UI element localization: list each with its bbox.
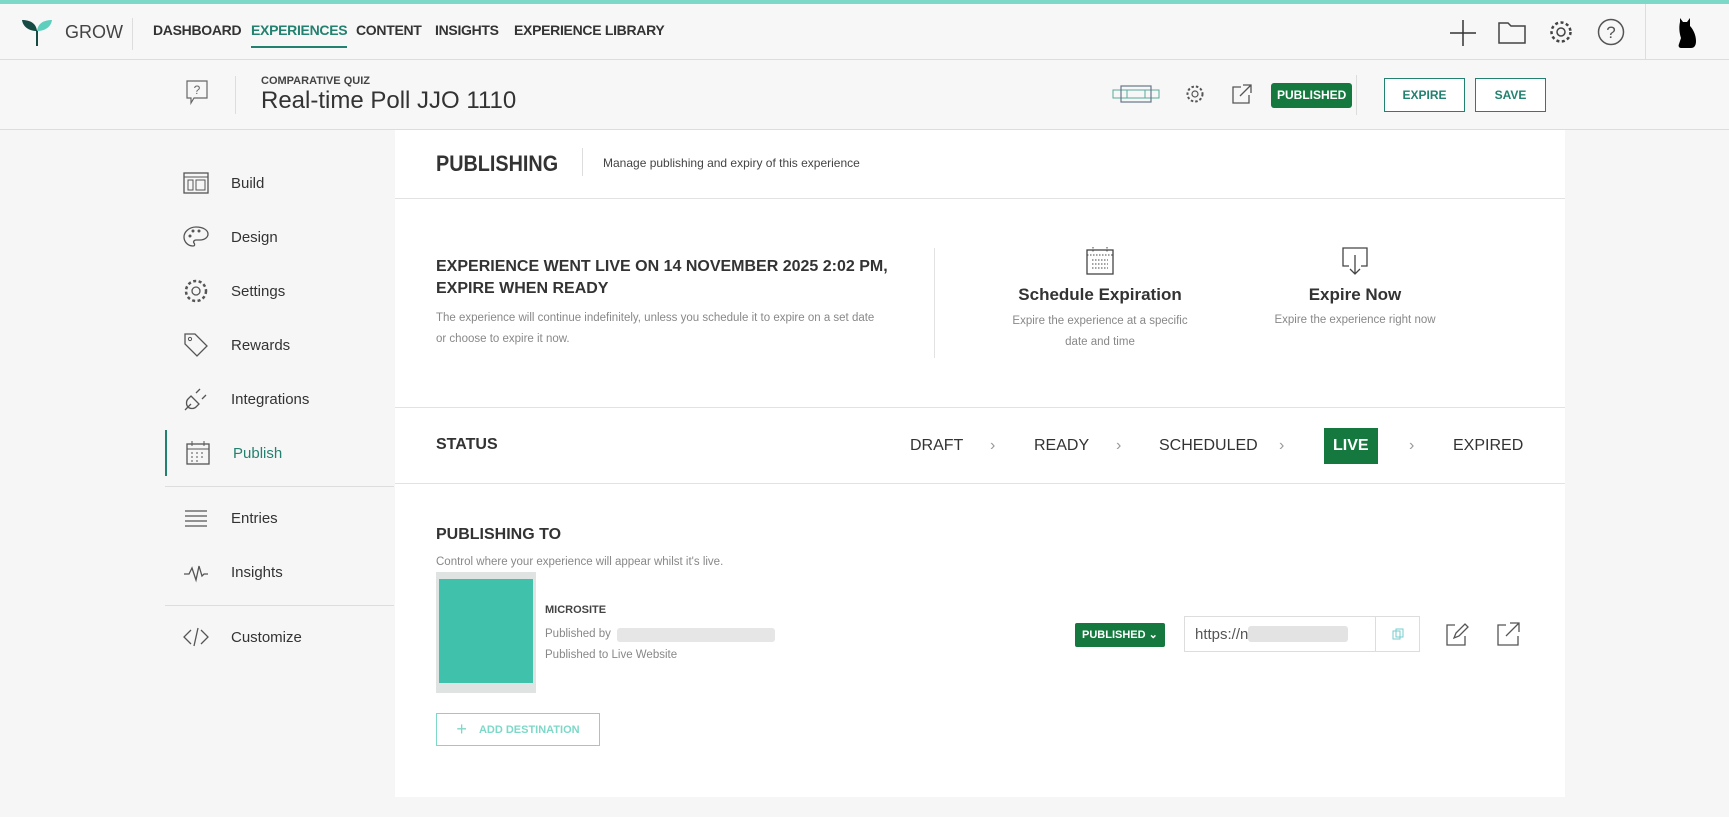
experience-header: ? COMPARATIVE QUIZ Real-time Poll JJO 11… [0, 60, 1729, 130]
sidebar-item-label: Settings [231, 282, 286, 300]
sidebar-item-customize[interactable]: Customize [165, 614, 394, 660]
edit-icon[interactable] [1445, 622, 1469, 646]
download-box-icon [1342, 247, 1368, 275]
sidebar-item-label: Rewards [231, 336, 291, 354]
expire-now-option[interactable]: Expire Now Expire the experience right n… [1240, 246, 1470, 326]
sidebar-item-label: Insights [231, 563, 283, 581]
copy-url-button[interactable] [1375, 617, 1419, 651]
destination-name: MICROSITE [545, 604, 607, 616]
chevron-right-icon: › [1279, 437, 1285, 454]
section-subtitle: Manage publishing and expiry of this exp… [603, 156, 860, 170]
calendar-icon [1086, 247, 1114, 275]
redacted-user [617, 628, 775, 642]
list-icon [185, 510, 207, 527]
status-step-ready: READY [1034, 437, 1090, 454]
status-step-live: LIVE [1324, 428, 1378, 464]
chevron-right-icon: › [990, 437, 996, 454]
quiz-icon: ? [186, 80, 208, 106]
divider [132, 18, 133, 50]
avatar[interactable] [1676, 16, 1698, 50]
schedule-expiration-option[interactable]: Schedule Expiration Expire the experienc… [985, 246, 1215, 353]
svg-text:?: ? [194, 83, 201, 97]
sidebar-item-label: Integrations [231, 390, 310, 408]
status-label: STATUS [436, 436, 498, 453]
expire-button[interactable]: EXPIRE [1384, 78, 1465, 112]
microsite-thumbnail [436, 572, 536, 693]
sidebar-item-integrations[interactable]: Integrations [165, 376, 394, 422]
experience-type: COMPARATIVE QUIZ [261, 75, 370, 87]
sidebar-item-label: Publish [233, 444, 283, 462]
open-external-icon[interactable] [1232, 84, 1252, 104]
nav-experience-library[interactable]: EXPERIENCE LIBRARY [514, 22, 665, 38]
sidebar-item-publish[interactable]: Publish [165, 430, 394, 476]
layout-icon [183, 172, 209, 194]
open-external-icon[interactable] [1496, 622, 1520, 646]
nav-experiences[interactable]: EXPERIENCES [251, 22, 348, 48]
copy-icon [1392, 628, 1403, 640]
plus-icon: + [456, 719, 467, 739]
nav-dashboard[interactable]: DASHBOARD [153, 22, 242, 38]
publishing-panel: PUBLISHING Manage publishing and expiry … [395, 130, 1565, 797]
palette-icon [183, 226, 209, 247]
nav-content[interactable]: CONTENT [356, 22, 422, 38]
sidebar-item-build[interactable]: Build [165, 160, 394, 206]
gear-icon [184, 279, 208, 303]
published-by: Published by [545, 628, 611, 640]
chevron-right-icon: › [1116, 437, 1122, 454]
status-step-expired: EXPIRED [1453, 437, 1524, 454]
sidebar-item-label: Design [231, 228, 278, 246]
url-field[interactable]: https://n [1184, 616, 1420, 652]
live-heading: EXPERIENCE WENT LIVE ON 14 NOVEMBER 2025… [436, 258, 888, 297]
settings-icon[interactable] [1185, 84, 1205, 104]
sidebar-item-label: Entries [231, 509, 278, 527]
sidebar-item-label: Build [231, 174, 265, 192]
pulse-icon [184, 565, 208, 583]
publishing-to-desc: Control where your experience will appea… [436, 556, 724, 568]
chevron-right-icon: › [1409, 437, 1415, 454]
svg-text:?: ? [1606, 23, 1615, 42]
help-icon[interactable]: ? [1597, 18, 1625, 46]
grow-logo-icon [22, 20, 52, 46]
sidebar-item-rewards[interactable]: Rewards [165, 322, 394, 368]
calendar-icon [186, 441, 210, 465]
sidebar-item-design[interactable]: Design [165, 214, 394, 260]
plus-icon[interactable] [1450, 20, 1476, 46]
status-badge: PUBLISHED [1271, 83, 1353, 108]
status-step-scheduled: SCHEDULED [1159, 437, 1258, 454]
published-to: Published to Live Website [545, 649, 678, 661]
publishing-to-title: PUBLISHING TO [436, 526, 562, 543]
destination-status-dropdown[interactable]: PUBLISHED ⌄ [1075, 623, 1165, 647]
page-title: Real-time Poll JJO 1110 [261, 87, 517, 114]
plug-icon [184, 388, 207, 411]
chevron-down-icon: ⌄ [1148, 629, 1158, 641]
sidebar-item-insights[interactable]: Insights [165, 549, 394, 595]
sidebar-item-entries[interactable]: Entries [165, 495, 394, 541]
gear-icon[interactable] [1548, 19, 1574, 45]
add-destination-button[interactable]: + ADD DESTINATION [436, 713, 600, 746]
section-title: PUBLISHING [436, 151, 559, 176]
tag-icon [184, 333, 208, 357]
status-step-draft: DRAFT [910, 437, 964, 454]
app-name: GROW [65, 22, 123, 42]
folder-icon[interactable] [1498, 20, 1526, 44]
device-preview-icon[interactable] [1112, 84, 1160, 104]
save-button[interactable]: SAVE [1475, 78, 1546, 112]
top-navbar: GROW DASHBOARD EXPERIENCES CONTENT INSIG… [0, 0, 1729, 60]
nav-insights[interactable]: INSIGHTS [435, 22, 499, 38]
sidebar-item-label: Customize [231, 628, 302, 646]
code-icon [183, 627, 209, 647]
sidebar-item-settings[interactable]: Settings [165, 268, 394, 314]
live-description: The experience will continue indefinitel… [436, 312, 875, 345]
